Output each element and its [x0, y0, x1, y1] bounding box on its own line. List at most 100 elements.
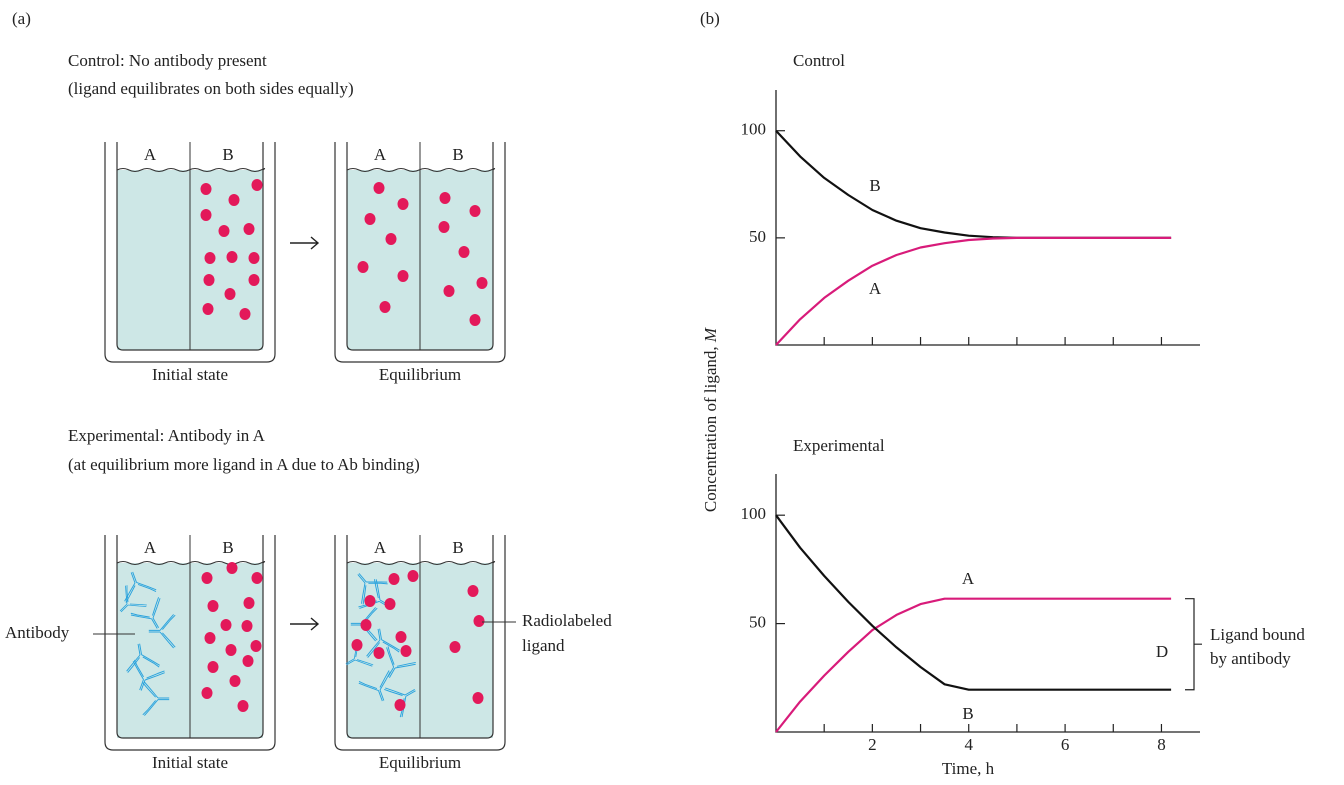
- ligand-dot: [200, 183, 212, 195]
- ligand-dot: [364, 213, 376, 225]
- ligand-dot: [203, 274, 215, 286]
- compartment-label: B: [452, 145, 463, 164]
- series-line: [775, 129, 1172, 239]
- series-label: A: [869, 279, 882, 298]
- ligand-dot: [239, 308, 251, 320]
- antibody-shape: [366, 628, 400, 658]
- ligand-dot: [251, 179, 263, 191]
- section-title: Control: No antibody present: [68, 51, 267, 70]
- ligand-dot: [473, 615, 485, 627]
- ligand-dot: [373, 647, 385, 659]
- ligand-dot: [360, 619, 372, 631]
- x-tick-label: 8: [1157, 735, 1166, 754]
- y-tick-label: 100: [741, 120, 767, 139]
- chart-title: Control: [793, 51, 845, 70]
- ligand-dot: [237, 700, 249, 712]
- antibody-shape: [119, 585, 147, 613]
- ligand-dot: [251, 572, 263, 584]
- beaker-caption: Initial state: [152, 365, 228, 384]
- ligand-dot: [204, 632, 216, 644]
- antibody: [386, 646, 416, 678]
- y-tick-label: 50: [749, 227, 766, 246]
- ligand-dot: [388, 573, 400, 585]
- ligand-label: Radiolabeled: [522, 611, 612, 630]
- antibody: [142, 681, 170, 716]
- ligand-dot: [476, 277, 488, 289]
- ligand-dot: [395, 631, 407, 643]
- ligand-dot: [469, 205, 481, 217]
- ligand-dot: [224, 288, 236, 300]
- ligand-dot: [204, 252, 216, 264]
- y-axis-label: Concentration of ligand, M: [701, 327, 720, 512]
- antibody: [358, 670, 391, 702]
- panel-label: (b): [700, 9, 720, 28]
- ligand-dot: [243, 597, 255, 609]
- axes: [775, 90, 1200, 346]
- beaker-caption: Equilibrium: [379, 753, 461, 772]
- antibody-shape: [386, 646, 416, 678]
- annotation-text: by antibody: [1210, 649, 1291, 668]
- series-label: A: [962, 569, 975, 588]
- ligand-dot: [201, 572, 213, 584]
- ligand-dot: [472, 692, 484, 704]
- ligand-dot: [449, 641, 461, 653]
- antibody: [130, 597, 161, 629]
- beaker-caption: Initial state: [152, 753, 228, 772]
- ligand-dot: [202, 303, 214, 315]
- compartment-label: A: [374, 538, 387, 557]
- antibody: [148, 614, 176, 649]
- compartment-label: B: [222, 145, 233, 164]
- series-line: [775, 597, 1172, 733]
- ligand-dot: [384, 598, 396, 610]
- y-tick-label: 100: [741, 504, 767, 523]
- ligand-dot: [243, 223, 255, 235]
- ligand-dot: [397, 198, 409, 210]
- ligand-dot: [351, 639, 363, 651]
- ligand-dot: [397, 270, 409, 282]
- ligand-dot: [385, 233, 397, 245]
- ligand-dot: [218, 225, 230, 237]
- ligand-dot: [250, 640, 262, 652]
- antibody: [126, 643, 160, 673]
- water-surface: [346, 168, 496, 172]
- compartment-label: A: [144, 538, 157, 557]
- series-label: B: [962, 704, 973, 723]
- annotation-text: Ligand bound: [1210, 625, 1305, 644]
- x-tick-label: 6: [1061, 735, 1070, 754]
- ligand-dot: [458, 246, 470, 258]
- compartment-label: B: [222, 538, 233, 557]
- ligand-dot: [400, 645, 412, 657]
- ligand-dot: [469, 314, 481, 326]
- compartment-label: B: [452, 538, 463, 557]
- y-axis-label-text: Concentration of ligand,: [701, 342, 720, 512]
- antibody-shape: [130, 597, 161, 629]
- ligand-dot: [200, 209, 212, 221]
- ligand-dot: [394, 699, 406, 711]
- ligand-dot: [373, 182, 385, 194]
- ligand-dot: [467, 585, 479, 597]
- ligand-dot: [226, 562, 238, 574]
- compartment-label: A: [374, 145, 387, 164]
- beaker: A B Initial state: [104, 535, 276, 772]
- ligand-dot: [241, 620, 253, 632]
- ligand-dot: [439, 192, 451, 204]
- beaker-caption: Equilibrium: [379, 365, 461, 384]
- bracket: [1185, 598, 1202, 691]
- chart-title: Experimental: [793, 436, 885, 455]
- ligand-dot: [226, 251, 238, 263]
- ligand-dot: [438, 221, 450, 233]
- x-tick-label: 4: [964, 735, 973, 754]
- y-axis-unit: M: [701, 327, 720, 343]
- beaker: A B Initial state: [104, 142, 276, 384]
- ligand-dot: [407, 570, 419, 582]
- antibody-shape: [357, 573, 388, 605]
- antibody: [357, 573, 388, 605]
- compartment-label: A: [144, 145, 157, 164]
- antibody-shape: [132, 659, 165, 691]
- ligand-dot: [248, 274, 260, 286]
- antibody-shape: [358, 670, 391, 702]
- antibody-label: Antibody: [5, 623, 70, 642]
- antibody: [132, 659, 165, 691]
- axes: [775, 474, 1200, 733]
